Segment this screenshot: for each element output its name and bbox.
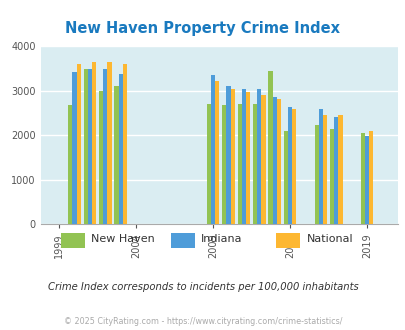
- Bar: [322, 115, 326, 224]
- Text: New Haven: New Haven: [91, 234, 155, 244]
- Bar: [99, 91, 103, 224]
- Bar: [287, 107, 292, 224]
- Bar: [276, 99, 280, 224]
- Bar: [261, 95, 265, 224]
- Text: New Haven Property Crime Index: New Haven Property Crime Index: [65, 21, 340, 36]
- Bar: [83, 69, 87, 224]
- Bar: [103, 69, 107, 224]
- Bar: [268, 71, 272, 224]
- Bar: [114, 86, 118, 224]
- Bar: [368, 131, 372, 224]
- Bar: [211, 75, 215, 224]
- Bar: [360, 133, 364, 224]
- Text: © 2025 CityRating.com - https://www.cityrating.com/crime-statistics/: © 2025 CityRating.com - https://www.city…: [64, 317, 341, 326]
- Bar: [333, 117, 337, 224]
- Bar: [337, 115, 342, 224]
- Bar: [92, 62, 96, 224]
- Bar: [226, 86, 230, 224]
- Bar: [245, 92, 249, 224]
- Bar: [237, 104, 241, 224]
- Bar: [283, 131, 287, 224]
- Bar: [68, 105, 72, 224]
- Bar: [72, 73, 77, 224]
- Bar: [215, 81, 219, 224]
- Bar: [241, 89, 245, 224]
- Bar: [118, 74, 122, 224]
- Bar: [122, 64, 127, 224]
- Text: National: National: [306, 234, 352, 244]
- Bar: [77, 64, 81, 224]
- Bar: [329, 129, 333, 224]
- Bar: [364, 136, 368, 224]
- Bar: [230, 89, 234, 224]
- Bar: [206, 104, 211, 224]
- Bar: [292, 109, 296, 224]
- Bar: [252, 104, 256, 224]
- Bar: [222, 105, 226, 224]
- Bar: [87, 69, 92, 224]
- Bar: [256, 88, 261, 224]
- Bar: [318, 109, 322, 224]
- Bar: [107, 62, 111, 224]
- Bar: [272, 97, 276, 224]
- Bar: [314, 125, 318, 224]
- Text: Indiana: Indiana: [200, 234, 242, 244]
- Text: Crime Index corresponds to incidents per 100,000 inhabitants: Crime Index corresponds to incidents per…: [47, 282, 358, 292]
